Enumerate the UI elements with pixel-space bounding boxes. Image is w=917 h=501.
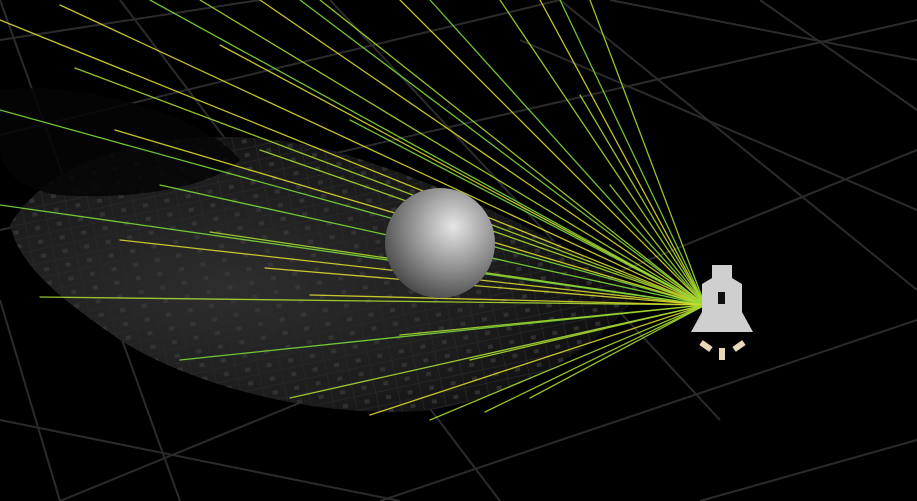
light-ray [579,94,706,306]
light-ray [0,109,706,306]
light-ray [219,44,706,306]
light-ray [429,304,706,421]
light-ray [429,0,706,306]
light-ray [539,0,706,306]
light-ray [399,0,706,306]
grid-line [519,39,917,211]
light-ray [609,184,706,306]
light-ray [484,304,706,413]
light-ray [309,294,706,306]
light-ray [589,0,706,306]
grid-line [0,419,401,501]
grid-line [559,0,917,291]
grid-line [329,0,721,421]
light-ray [319,0,706,306]
light-ray [469,304,706,361]
spotlight-floor-area [0,88,640,412]
light-ray [349,119,706,306]
spot-light-icon[interactable] [691,265,753,360]
light-ray [399,304,706,336]
light-ray [149,0,706,306]
light-ray [529,304,706,399]
light-rays [0,0,706,421]
sphere-shadow [0,88,240,197]
grid-line [699,439,917,501]
grid-line [0,0,261,41]
grid-line [759,0,917,111]
light-ray [259,0,706,306]
light-ray [0,204,706,306]
light-ray [199,0,706,306]
grid-line [379,319,917,501]
light-ray [369,304,706,416]
light-ray [264,267,706,306]
light-ray [74,67,706,306]
light-ray [39,296,706,306]
light-ray [0,19,706,306]
light-ray [499,0,706,306]
light-ray [59,4,706,306]
sphere[interactable] [385,188,495,298]
light-ray [559,0,706,306]
grid-line [609,0,917,61]
light-ray [299,0,706,306]
light-ray [289,304,706,399]
grid-line [0,299,61,501]
